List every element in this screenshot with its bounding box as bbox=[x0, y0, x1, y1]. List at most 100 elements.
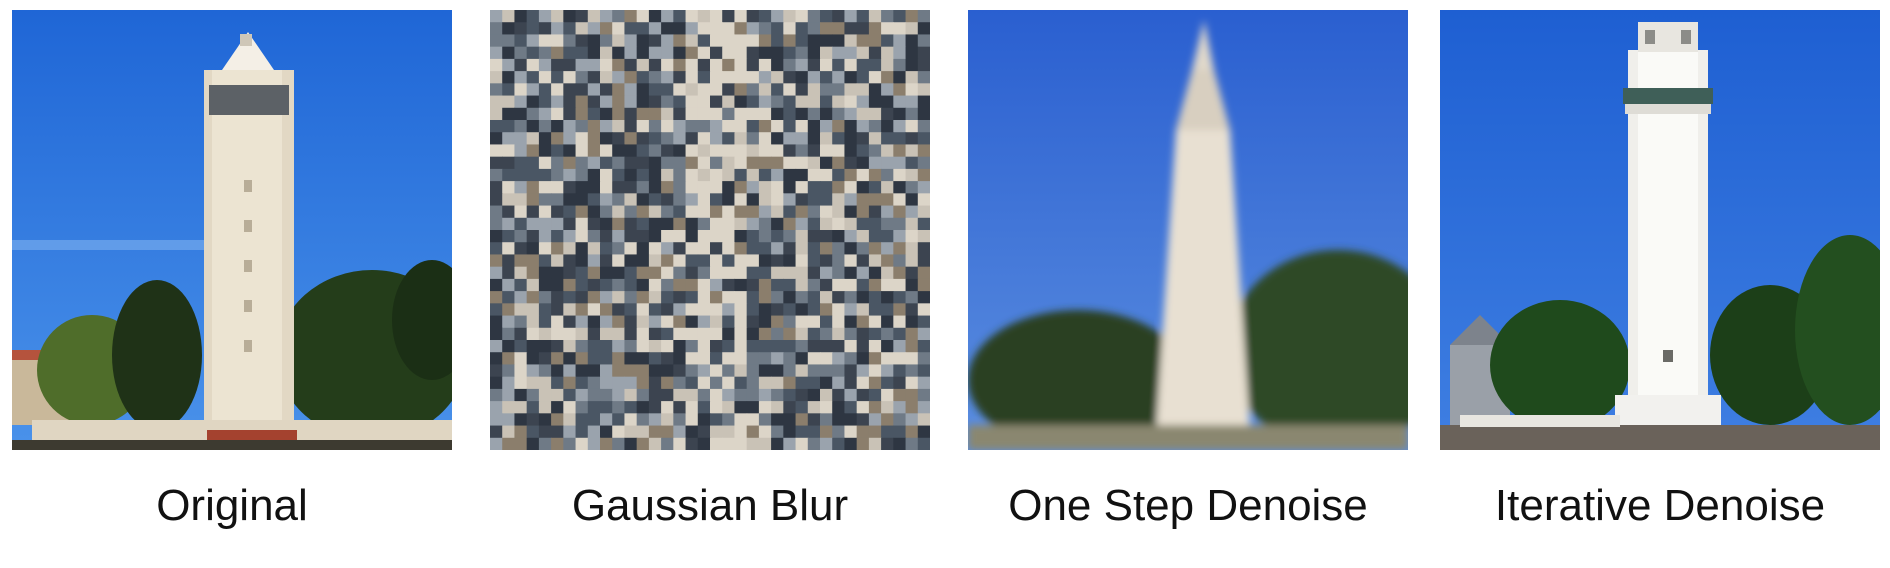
noise-cell bbox=[661, 144, 674, 158]
noise-cell bbox=[685, 168, 699, 182]
noise-cell bbox=[832, 401, 846, 414]
noise-cell bbox=[673, 168, 687, 182]
noise-cell bbox=[905, 71, 919, 84]
noise-cell bbox=[575, 340, 589, 353]
noise-cell bbox=[807, 388, 821, 402]
noise-cell bbox=[648, 205, 662, 219]
noise-cell bbox=[868, 144, 882, 158]
noise-cell bbox=[710, 83, 723, 97]
noise-cell bbox=[820, 230, 833, 243]
noise-cell bbox=[771, 95, 784, 109]
noise-cell bbox=[587, 364, 601, 378]
noise-cell bbox=[636, 156, 650, 170]
noise-cell bbox=[807, 352, 821, 366]
noise-cell bbox=[881, 71, 894, 84]
noise-cell bbox=[795, 401, 809, 414]
noise-cell bbox=[832, 242, 846, 256]
noise-cell bbox=[612, 95, 626, 109]
noise-cell bbox=[648, 278, 662, 292]
noise-cell bbox=[661, 388, 674, 402]
noise-cell bbox=[612, 266, 626, 280]
noise-cell bbox=[612, 425, 626, 439]
noise-cell bbox=[917, 388, 930, 402]
noise-cell bbox=[722, 352, 736, 366]
noise-cell bbox=[685, 425, 699, 439]
noise-cell bbox=[661, 217, 674, 231]
noise-cell bbox=[697, 340, 711, 353]
noise-cell bbox=[710, 315, 723, 329]
noise-cell bbox=[502, 376, 516, 390]
noise-cell bbox=[881, 315, 894, 329]
noise-cell bbox=[600, 95, 613, 109]
noise-cell bbox=[502, 242, 516, 256]
noise-cell bbox=[526, 364, 540, 378]
noise-cell bbox=[893, 352, 907, 366]
noise-cell bbox=[490, 291, 503, 304]
noise-cell bbox=[563, 132, 577, 146]
noise-cell bbox=[820, 315, 833, 329]
noise-cell bbox=[514, 278, 528, 292]
noise-cell bbox=[746, 230, 760, 243]
noise-cell bbox=[697, 278, 711, 292]
noise-cell bbox=[905, 46, 919, 60]
noise-cell bbox=[575, 291, 589, 304]
noise-cell bbox=[856, 254, 870, 268]
noise-cell bbox=[734, 46, 748, 60]
noise-cell bbox=[685, 156, 699, 170]
noise-cell bbox=[758, 181, 772, 194]
noise-cell bbox=[795, 230, 809, 243]
noise-cell bbox=[917, 254, 930, 268]
noise-cell bbox=[807, 181, 821, 194]
noise-cell bbox=[710, 168, 723, 182]
noise-cell bbox=[600, 217, 613, 231]
noise-cell bbox=[502, 168, 516, 182]
noise-cell bbox=[600, 168, 613, 182]
noise-cell bbox=[832, 437, 846, 450]
noise-cell bbox=[820, 144, 833, 158]
noise-cell bbox=[722, 388, 736, 402]
noise-cell bbox=[722, 120, 736, 133]
noise-cell bbox=[624, 413, 638, 427]
noise-cell bbox=[734, 120, 748, 133]
noise-cell bbox=[881, 10, 894, 23]
noise-cell bbox=[917, 413, 930, 427]
noise-cell bbox=[722, 22, 736, 36]
noise-cell bbox=[685, 401, 699, 414]
noise-cell bbox=[587, 437, 601, 450]
noise-cell bbox=[661, 425, 674, 439]
noise-cell bbox=[624, 156, 638, 170]
noise-cell bbox=[612, 401, 626, 414]
noise-cell bbox=[856, 193, 870, 207]
noise-cell bbox=[661, 156, 674, 170]
noise-cell bbox=[697, 327, 711, 341]
noise-cell bbox=[868, 242, 882, 256]
noise-cell bbox=[783, 242, 797, 256]
one-step-denoise-image bbox=[968, 10, 1408, 450]
noise-cell bbox=[893, 10, 907, 23]
noise-cell bbox=[917, 217, 930, 231]
noise-cell bbox=[538, 254, 552, 268]
noise-cell bbox=[893, 327, 907, 341]
noise-cell bbox=[526, 315, 540, 329]
noise-cell bbox=[722, 327, 736, 341]
noise-cell bbox=[771, 181, 784, 194]
noise-cell bbox=[746, 364, 760, 378]
noise-cell bbox=[648, 83, 662, 97]
noise-cell bbox=[771, 327, 784, 341]
noise-cell bbox=[661, 34, 674, 48]
noise-cell bbox=[636, 401, 650, 414]
noise-cell bbox=[832, 352, 846, 366]
noise-cell bbox=[893, 376, 907, 390]
noise-cell bbox=[587, 22, 601, 36]
noise-cell bbox=[758, 132, 772, 146]
noise-cell bbox=[697, 217, 711, 231]
noise-cell bbox=[490, 217, 503, 231]
noise-cell bbox=[490, 364, 503, 378]
noise-cell bbox=[490, 340, 503, 353]
noise-cell bbox=[881, 58, 894, 72]
noise-cell bbox=[771, 168, 784, 182]
noise-cell bbox=[881, 242, 894, 256]
noise-cell bbox=[514, 327, 528, 341]
noise-cell bbox=[612, 132, 626, 146]
noise-cell bbox=[758, 376, 772, 390]
